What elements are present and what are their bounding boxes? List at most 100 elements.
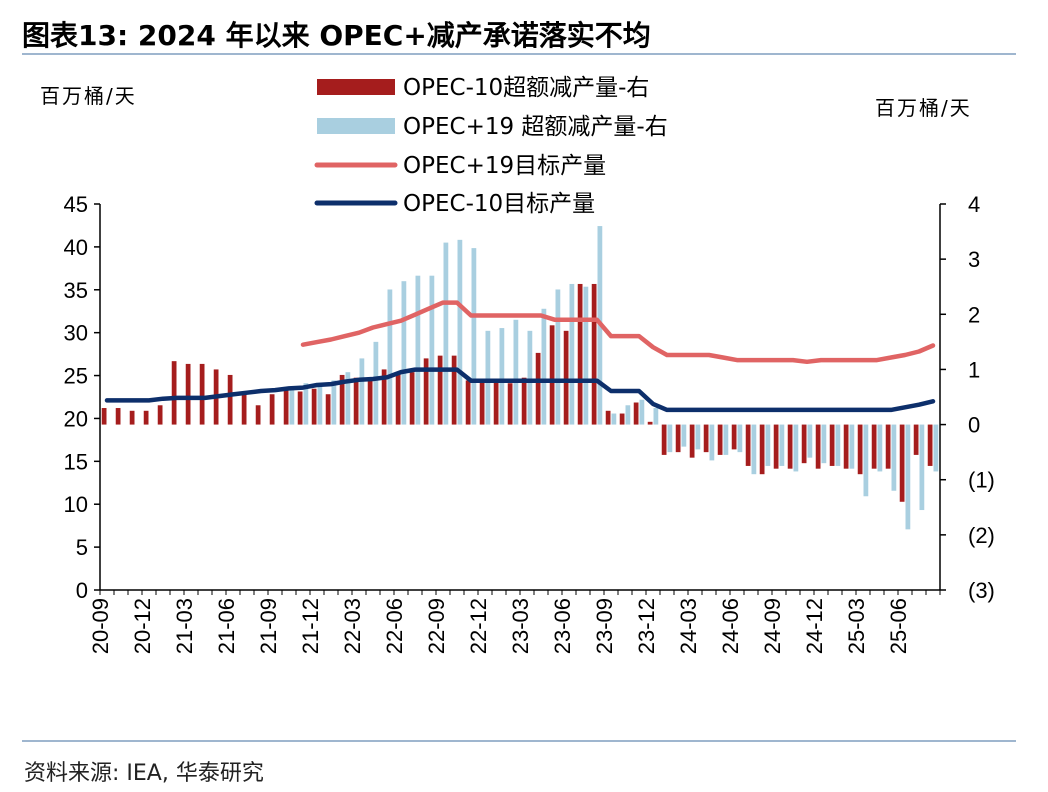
opec19-bar	[359, 358, 365, 425]
opec10-bar	[745, 424, 751, 466]
opec10-bar	[381, 369, 387, 425]
opec19-bar	[471, 248, 477, 425]
opec10-bar	[829, 424, 835, 466]
left-tick-label: 25	[64, 364, 88, 389]
lines-layer	[104, 300, 936, 413]
x-tick-label: 24-03	[676, 598, 701, 654]
left-tick-label: 40	[64, 235, 88, 260]
opec19-bar	[835, 424, 841, 466]
opec19-bar	[737, 424, 743, 453]
x-tick-label: 22-12	[466, 598, 491, 654]
left-tick-label: 45	[64, 192, 88, 217]
opec19-bar	[373, 341, 379, 425]
opec10-bar	[773, 424, 779, 469]
opec10-bar	[269, 394, 275, 425]
axes-layer: 0 5 10 15 20 25 30 35 40 45 (3) (2) (1) 0 1 2 3 4 20-09 20-…	[64, 192, 995, 654]
opec19-bar	[821, 424, 827, 464]
opec10-bar	[199, 363, 205, 425]
x-tick-label: 24-12	[802, 598, 827, 654]
opec10-bar	[885, 424, 891, 469]
opec10-bar	[395, 372, 401, 425]
x-tick-label: 25-03	[844, 598, 869, 654]
opec10-bar	[633, 402, 639, 425]
opec10-bar	[535, 352, 541, 425]
x-tick-label: 24-09	[760, 598, 785, 654]
opec10-bar	[143, 410, 149, 425]
opec10-bar	[283, 388, 289, 425]
opec19-bar	[513, 319, 519, 425]
opec10-bar	[101, 408, 107, 425]
right-tick-label: 1	[968, 357, 980, 382]
opec10-bar	[297, 391, 303, 425]
opec10-bar	[227, 374, 233, 425]
legend-label: OPEC-10超额减产量-右	[403, 75, 649, 101]
x-tick-label: 21-06	[214, 598, 239, 654]
opec19-bar	[499, 328, 505, 425]
opec19-bar	[485, 330, 491, 425]
opec10-bar	[241, 391, 247, 425]
opec10-bar	[689, 424, 695, 458]
opec19-bar	[765, 424, 771, 466]
legend-label: OPEC+19 超额减产量-右	[403, 114, 668, 140]
opec10-bar	[563, 330, 569, 425]
opec10-bar	[409, 372, 415, 425]
opec19-target-line	[300, 300, 936, 365]
opec19-bar	[905, 424, 911, 530]
opec10-bar	[577, 283, 583, 425]
opec19-bar	[863, 424, 869, 497]
opec10-bar	[129, 410, 135, 425]
opec10-bar	[801, 424, 807, 464]
left-tick-label: 30	[64, 321, 88, 346]
opec19-bar	[877, 424, 883, 472]
x-tick-label: 21-03	[172, 598, 197, 654]
opec19-bar	[667, 424, 673, 453]
opec19-bar	[555, 289, 561, 425]
opec10-bar	[899, 424, 905, 502]
left-axis-unit: 百万桶/天	[40, 84, 137, 108]
opec19-bar	[695, 424, 701, 450]
opec19-bar	[625, 405, 631, 425]
opec19-bar	[919, 424, 925, 511]
opec10-bar	[465, 380, 471, 425]
opec10-bar	[843, 424, 849, 469]
opec10-target-line	[104, 367, 936, 413]
opec10-bar	[325, 394, 331, 425]
opec19-bar	[793, 424, 799, 472]
x-tick-label: 22-03	[340, 598, 365, 654]
figure-title: 图表13: 2024 年以来 OPEC+减产承诺落实不均	[22, 19, 651, 52]
legend-label: OPEC+19目标产量	[403, 153, 606, 179]
legend-label: OPEC-10目标产量	[403, 191, 595, 217]
opec10-bar	[311, 388, 317, 425]
opec19-bar	[345, 372, 351, 425]
opec10-bar	[619, 413, 625, 425]
opec19-bar	[639, 399, 645, 425]
left-tick-label: 5	[76, 535, 88, 560]
x-tick-label: 20-12	[130, 598, 155, 654]
legend-swatch-bar	[317, 79, 395, 95]
left-tick-label: 15	[64, 449, 88, 474]
right-tick-label: 2	[968, 302, 980, 327]
left-tick-label: 0	[76, 578, 88, 603]
x-tick-label: 23-12	[634, 598, 659, 654]
opec10-bar	[115, 408, 121, 425]
opec19-bar	[541, 308, 547, 425]
x-tick-label: 24-06	[718, 598, 743, 654]
opec10-bar	[787, 424, 793, 469]
opec10-bar	[493, 380, 499, 425]
opec10-bar	[647, 421, 653, 425]
opec19-bar	[933, 424, 939, 472]
opec10-bar	[913, 424, 919, 455]
left-tick-label: 10	[64, 492, 88, 517]
opec10-bar	[927, 424, 933, 466]
right-tick-label: 0	[968, 413, 980, 438]
opec19-bar	[401, 281, 407, 425]
opec10-bar	[521, 377, 527, 425]
opec10-bar	[605, 410, 611, 425]
opec10-bar	[185, 363, 191, 425]
legend: OPEC-10超额减产量-右 OPEC+19 超额减产量-右 OPEC+19目标产量…	[314, 75, 668, 217]
title-divider	[22, 53, 1016, 55]
opec19-bar	[681, 424, 687, 447]
right-tick-label: (2)	[968, 523, 995, 548]
opec19-bar	[891, 424, 897, 491]
